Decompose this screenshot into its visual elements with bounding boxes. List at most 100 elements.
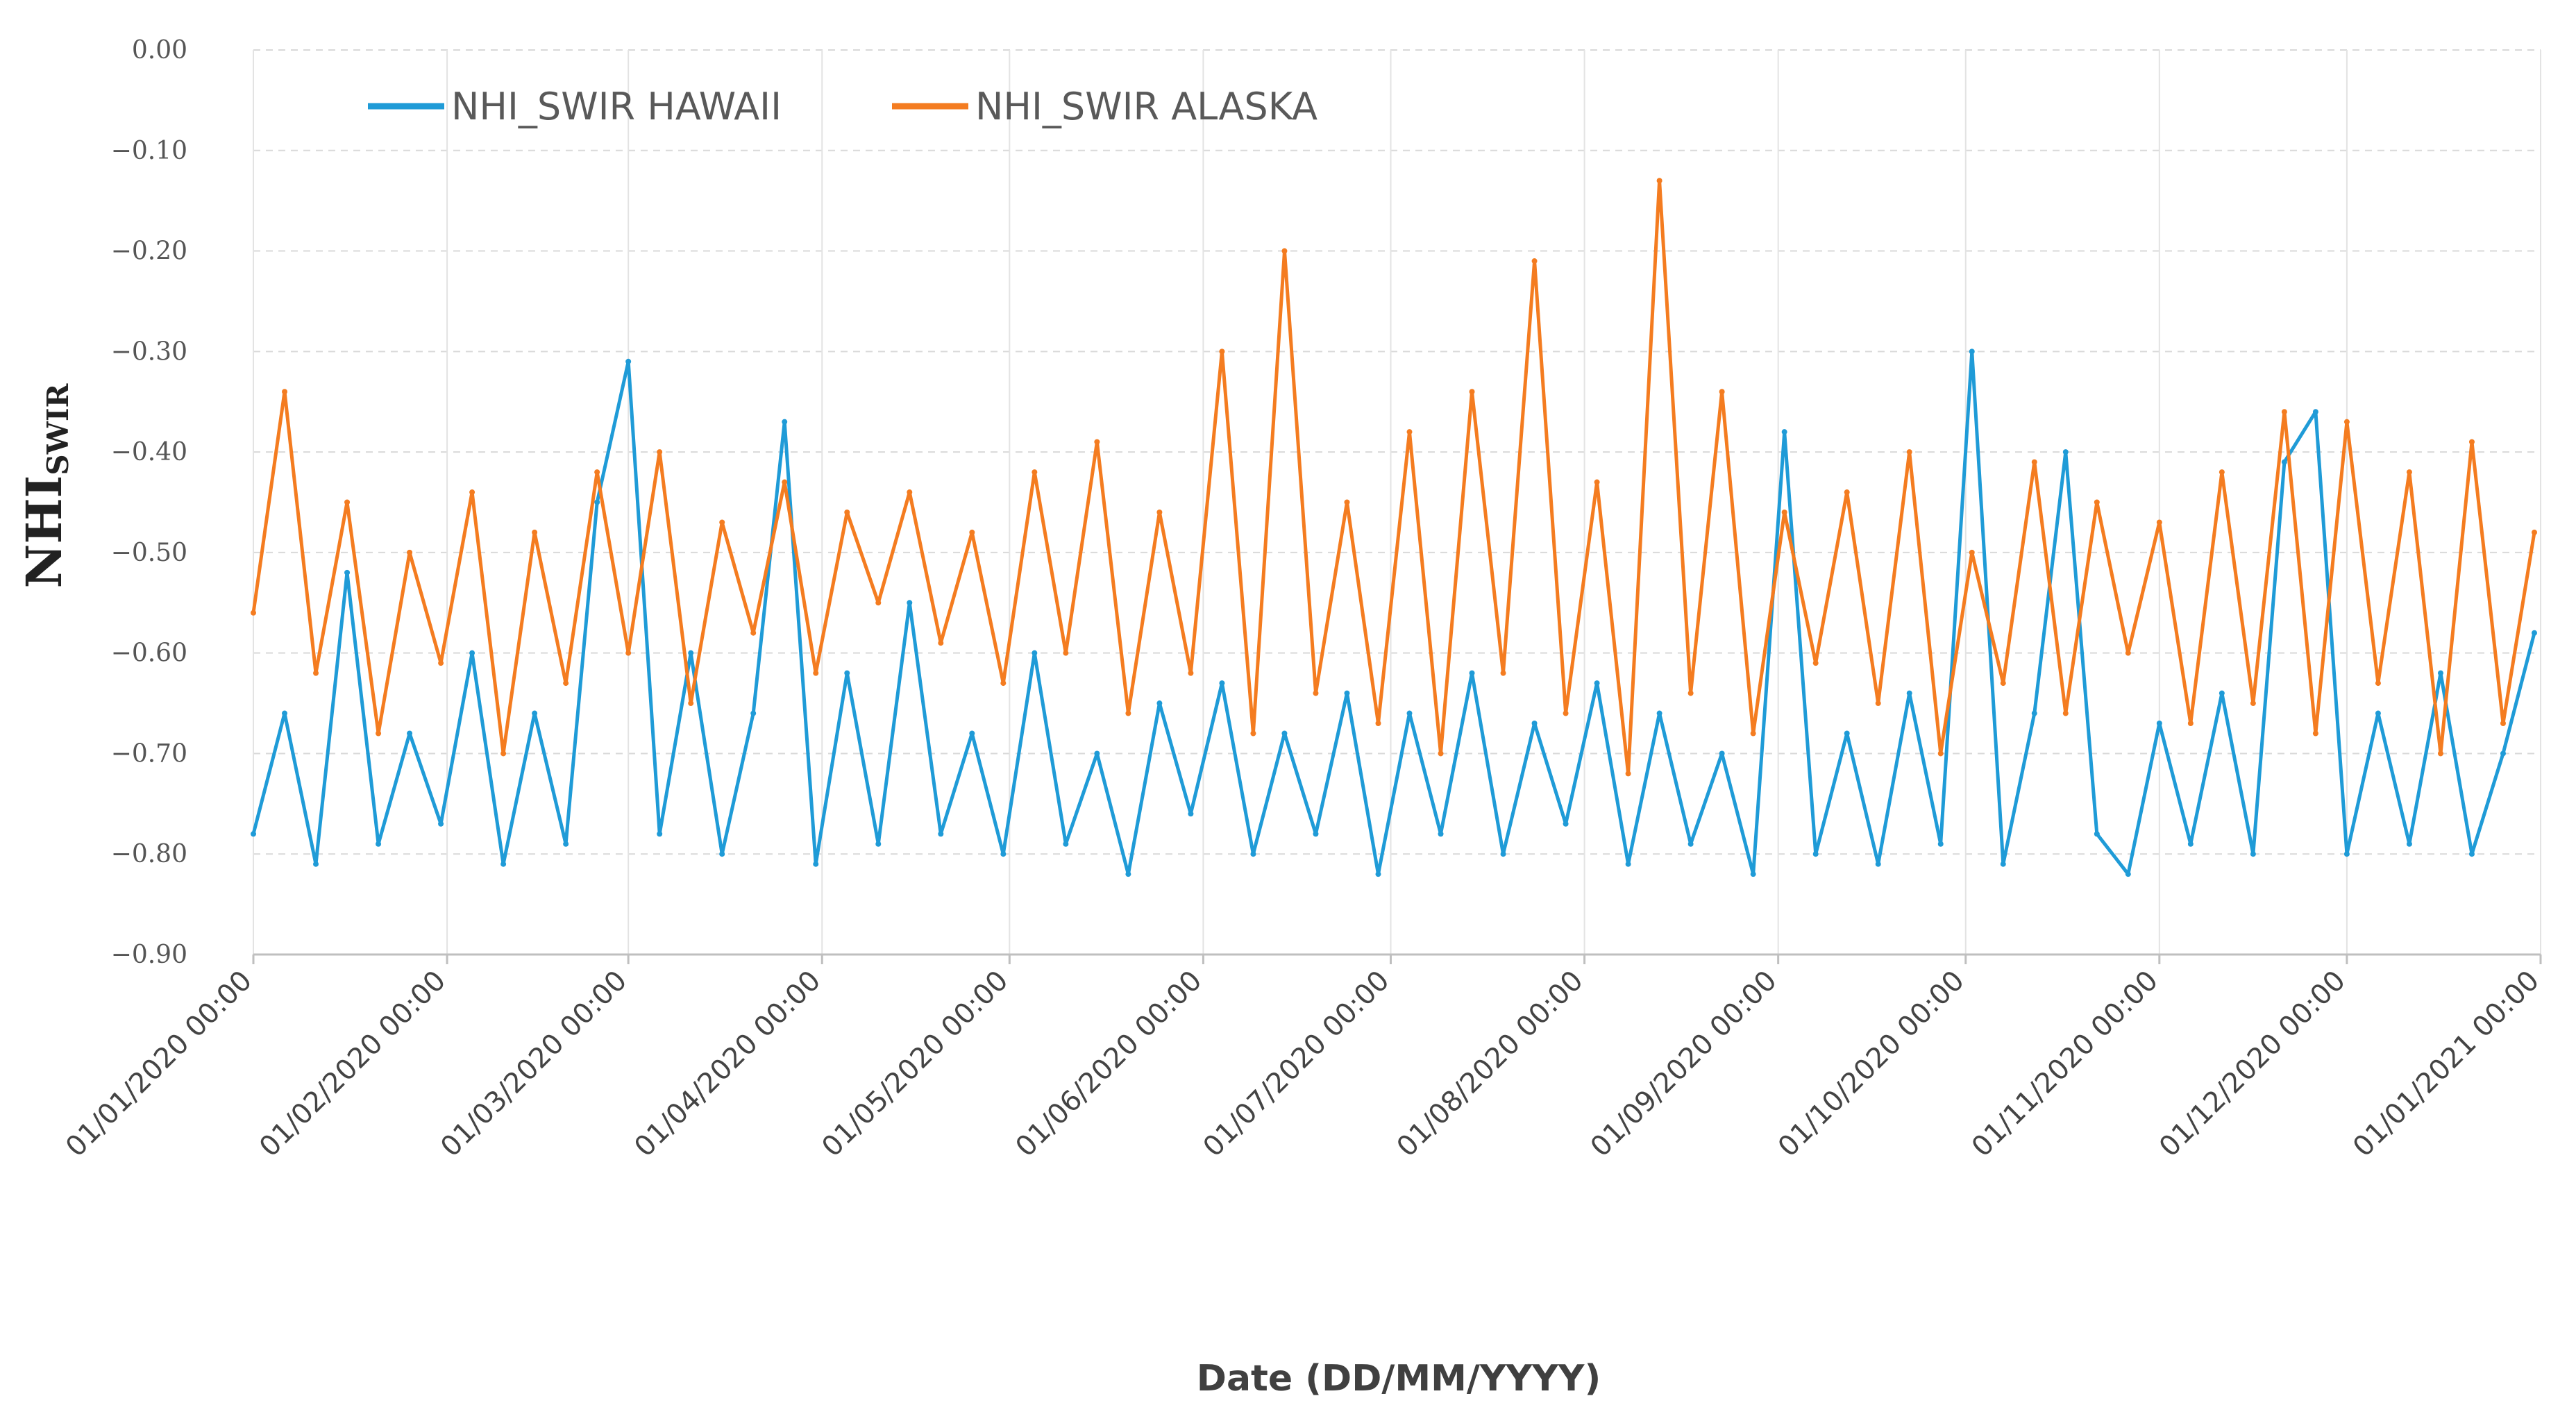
- data-point: [563, 841, 569, 847]
- data-point: [1313, 831, 1319, 837]
- data-point: [1000, 851, 1007, 857]
- data-point: [1375, 721, 1381, 727]
- data-point: [2406, 841, 2412, 847]
- y-tick-label: −0.50: [111, 539, 187, 567]
- data-point: [469, 489, 475, 496]
- plot-area: [251, 178, 2537, 877]
- data-point: [532, 529, 538, 535]
- data-point: [407, 549, 413, 555]
- data-point: [2187, 721, 2194, 727]
- data-point: [1000, 680, 1007, 687]
- data-point: [1719, 389, 1725, 395]
- data-point: [2000, 861, 2006, 867]
- data-point: [1375, 871, 1381, 877]
- data-point: [1156, 700, 1163, 707]
- data-point: [2219, 690, 2225, 696]
- data-point: [1563, 710, 1569, 716]
- data-point: [438, 821, 444, 827]
- data-point: [1969, 549, 1975, 555]
- y-tick-label: 0.00: [132, 36, 187, 65]
- data-point: [750, 710, 757, 716]
- data-point: [1844, 730, 1850, 737]
- data-point: [1125, 710, 1131, 716]
- data-point: [625, 358, 632, 364]
- data-point: [344, 569, 351, 575]
- data-point: [1750, 730, 1756, 737]
- data-point: [500, 750, 507, 757]
- data-point: [2468, 439, 2475, 445]
- legend-label-alaska: NHI_SWIR ALASKA: [975, 85, 1318, 128]
- data-point: [2219, 469, 2225, 476]
- data-point: [1687, 690, 1694, 696]
- data-point: [1344, 690, 1350, 696]
- data-point: [969, 730, 975, 737]
- data-point: [1812, 660, 1819, 666]
- data-point: [594, 499, 600, 505]
- x-tick-label: 01/12/2020 00:00: [2153, 965, 2352, 1163]
- data-point: [2468, 851, 2475, 857]
- data-point: [1469, 389, 1475, 395]
- data-point: [2031, 710, 2037, 716]
- data-point: [1812, 851, 1819, 857]
- data-point: [2187, 841, 2194, 847]
- data-point: [2281, 409, 2287, 415]
- data-point: [688, 700, 694, 707]
- y-tick-label: −0.90: [111, 941, 187, 969]
- x-tick-label: 01/05/2020 00:00: [816, 965, 1014, 1163]
- data-point: [1594, 479, 1600, 485]
- data-point: [2125, 871, 2131, 877]
- data-point: [1531, 721, 1538, 727]
- data-point: [438, 660, 444, 666]
- data-point: [1032, 650, 1038, 656]
- data-point: [1063, 841, 1069, 847]
- series-line-hawaii: [251, 349, 2536, 876]
- data-point: [2250, 700, 2256, 707]
- data-point: [376, 730, 382, 737]
- data-point: [1063, 650, 1069, 656]
- data-point: [2156, 721, 2162, 727]
- y-axis-label-subscript: SWIR: [41, 382, 75, 475]
- data-point: [2437, 750, 2443, 757]
- data-point: [1188, 670, 1194, 676]
- data-point: [1656, 710, 1662, 716]
- data-point: [782, 419, 788, 425]
- data-point: [407, 730, 413, 737]
- y-tick-label: −0.70: [111, 739, 187, 768]
- data-point: [1500, 670, 1506, 676]
- data-point: [625, 650, 632, 656]
- data-point: [251, 831, 256, 837]
- data-point: [1937, 750, 1944, 757]
- data-point: [907, 489, 913, 496]
- data-point: [1906, 449, 1912, 455]
- data-point: [1875, 700, 1881, 707]
- data-point: [376, 841, 382, 847]
- data-point: [1094, 750, 1100, 757]
- data-point: [1625, 861, 1631, 867]
- data-point: [1281, 730, 1288, 737]
- data-point: [2343, 419, 2350, 425]
- y-tick-label: −0.30: [111, 337, 187, 366]
- data-point: [1438, 750, 1444, 757]
- data-point: [1625, 771, 1631, 777]
- data-point: [2500, 750, 2506, 757]
- data-point: [2000, 680, 2006, 687]
- data-point: [1687, 841, 1694, 847]
- data-point: [282, 710, 288, 716]
- data-point: [1563, 821, 1569, 827]
- data-point: [1781, 509, 1787, 515]
- data-point: [2312, 409, 2318, 415]
- data-point: [2406, 469, 2412, 476]
- data-point: [500, 861, 507, 867]
- series-line-alaska: [251, 178, 2536, 775]
- data-point: [251, 609, 256, 616]
- data-point: [1500, 851, 1506, 857]
- data-point: [1219, 348, 1225, 355]
- data-point: [1313, 690, 1319, 696]
- data-point: [594, 469, 600, 476]
- data-point: [2531, 630, 2537, 636]
- y-axis-ticks: 0.00 −0.10 −0.20 −0.30 −0.40 −0.50 −0.60 −0.70 −…: [111, 36, 187, 969]
- x-tick-label: 01/09/2020 00:00: [1585, 965, 1783, 1163]
- data-point: [1406, 710, 1413, 716]
- data-point: [1594, 680, 1600, 687]
